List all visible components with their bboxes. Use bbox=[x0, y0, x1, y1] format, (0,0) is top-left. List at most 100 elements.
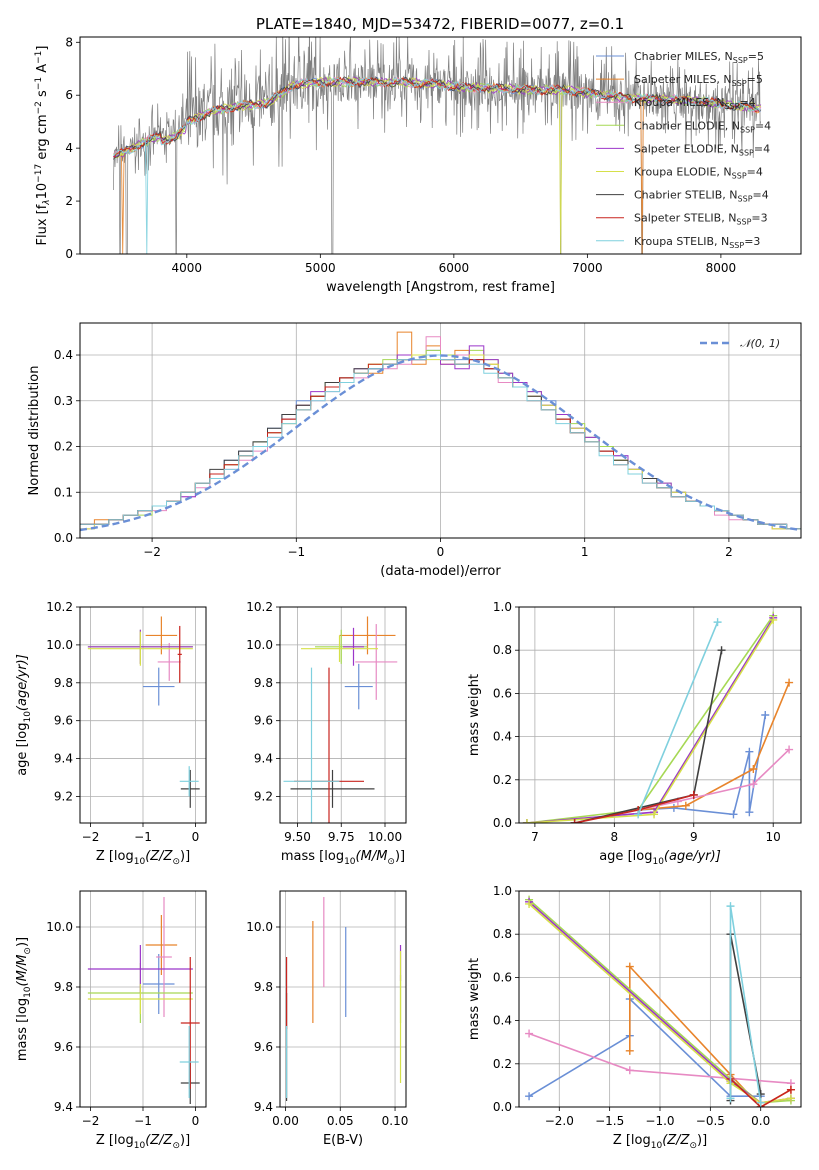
age-vs-mass-ytick-label: 9.8 bbox=[254, 676, 273, 690]
age-vs-Z-xtick-label: −1 bbox=[134, 830, 152, 844]
massweight-vs-age-line-8 bbox=[637, 621, 719, 815]
mass-vs-Z-frame bbox=[79, 890, 207, 1108]
mass-vs-Z-ytick-label: 9.4 bbox=[54, 1100, 73, 1114]
age-vs-mass-ytick-label: 9.2 bbox=[254, 789, 273, 803]
legend-entry-2: Kroupa MILES, NSSP=4 bbox=[634, 96, 756, 111]
mass-vs-Z-point-5 bbox=[87, 984, 193, 1014]
massweight-vs-Z-line-7 bbox=[729, 1078, 792, 1107]
massweight-vs-Z-marker-2 bbox=[525, 1029, 534, 1038]
massweight-vs-Z-plot-area bbox=[525, 895, 795, 1107]
residuals-legend: 𝒩(0, 1) bbox=[700, 337, 780, 350]
massweight-vs-Z-ytick-label: 0.6 bbox=[493, 970, 512, 984]
massweight-vs-age-xlabel: age [log10(age/yr)] bbox=[599, 849, 721, 867]
massweight-vs-Z-ytick-label: 0.0 bbox=[493, 1100, 512, 1114]
massweight-vs-age-marker-2 bbox=[749, 780, 758, 789]
massweight-vs-Z-line-0 bbox=[528, 997, 761, 1097]
residuals-xtick-label: 1 bbox=[581, 545, 589, 559]
residuals-xtick-label: 0 bbox=[437, 545, 445, 559]
spectrum-xtick-label: 5000 bbox=[305, 261, 336, 275]
massweight-vs-age-marker-0 bbox=[669, 803, 678, 812]
massweight-vs-Z-xtick-label: 0.0 bbox=[751, 1114, 770, 1128]
age-vs-Z-frame bbox=[79, 606, 207, 824]
massweight-vs-age-marker-8 bbox=[634, 810, 643, 819]
legend-entry-3: Chabrier ELODIE, NSSP=4 bbox=[634, 119, 771, 134]
massweight-vs-Z-xtick-label: −2.0 bbox=[545, 1114, 574, 1128]
massweight-vs-Z-xtick-label: −1.0 bbox=[645, 1114, 674, 1128]
spectrum-model-line-7 bbox=[113, 76, 762, 158]
massweight-vs-Z-ytick-label: 0.4 bbox=[493, 1014, 512, 1028]
massweight-vs-age-marker-1 bbox=[785, 678, 794, 687]
massweight-vs-Z-line-3 bbox=[528, 899, 791, 1104]
massweight-vs-Z-marker-0 bbox=[525, 1092, 534, 1101]
mass-vs-Z-point-2 bbox=[156, 897, 172, 1017]
age-vs-Z-point-6 bbox=[180, 769, 200, 808]
massweight-vs-age-line-3 bbox=[526, 615, 774, 823]
spectrum-plot-area bbox=[113, 37, 762, 254]
age-vs-Z-point-5 bbox=[87, 631, 193, 666]
residuals-ytick-label: 0.1 bbox=[54, 485, 73, 499]
massweight-vs-Z-xtick-label: −1.5 bbox=[595, 1114, 624, 1128]
age-vs-Z-plot-area bbox=[87, 616, 200, 808]
mass-vs-Z-point-8 bbox=[179, 1026, 199, 1098]
spectrum-xtick-label: 4000 bbox=[172, 261, 203, 275]
legend-entry-5: Kroupa ELODIE, NSSP=4 bbox=[634, 166, 763, 181]
massweight-vs-age-ytick-label: 0.2 bbox=[493, 773, 512, 787]
mass-vs-EBV-ytick-label: 10.0 bbox=[246, 920, 273, 934]
legend-entry-0: Chabrier MILES, NSSP=5 bbox=[634, 50, 764, 65]
massweight-vs-Z-xlabel: Z [log10(Z/Z⊙)] bbox=[613, 1133, 707, 1151]
age-vs-Z-ylabel: age [log10(age/yr)] bbox=[15, 654, 33, 776]
massweight-vs-Z-ytick-label: 0.8 bbox=[493, 927, 512, 941]
age-vs-Z-ytick-label: 9.8 bbox=[54, 676, 73, 690]
massweight-vs-Z-marker-2 bbox=[625, 1066, 634, 1075]
age-vs-mass-point-4 bbox=[343, 627, 364, 666]
massweight-vs-age-marker-0 bbox=[729, 810, 738, 819]
massweight-vs-age-xtick-label: 8 bbox=[611, 830, 619, 844]
massweight-vs-age-marker-0 bbox=[761, 711, 770, 719]
mass-vs-Z-xlabel: Z [log10(Z/Z⊙)] bbox=[96, 1133, 190, 1151]
age-vs-Z-xtick-label: −2 bbox=[82, 830, 100, 844]
age-vs-Z-point-1 bbox=[145, 616, 178, 655]
spectrum-xtick-label: 8000 bbox=[706, 261, 737, 275]
massweight-vs-age-panel: 7 8 9 10 0.0 0.2 0.4 0.6 0.8 1.0 age [log10(age/yr… bbox=[467, 600, 802, 867]
spectrum-ytick-label: 2 bbox=[65, 194, 73, 208]
massweight-vs-age-marker-0 bbox=[745, 808, 754, 817]
massweight-vs-Z-marker-1 bbox=[625, 962, 634, 971]
massweight-vs-age-marker-6 bbox=[717, 646, 726, 655]
massweight-vs-age-marker-5 bbox=[769, 615, 778, 624]
residuals-ytick-label: 0.4 bbox=[54, 348, 73, 362]
legend-entry-7: Salpeter STELIB, NSSP=3 bbox=[634, 212, 768, 227]
massweight-vs-age-marker-1 bbox=[681, 801, 690, 810]
age-vs-Z-xlabel: Z [log10(Z/Z⊙)] bbox=[96, 849, 190, 867]
age-vs-mass-ytick-label: 9.4 bbox=[254, 752, 273, 766]
age-vs-mass-xtick-label: 10.00 bbox=[368, 830, 402, 844]
spectrum-model-line-8 bbox=[113, 76, 762, 254]
residuals-panel: −2 −1 0 1 2 0.0 0.1 0.2 0.3 0.4 (data-model)/error… bbox=[27, 322, 802, 579]
age-vs-mass-point-1 bbox=[339, 616, 396, 655]
massweight-vs-age-line-0 bbox=[638, 714, 767, 816]
residuals-xtick-label: −1 bbox=[287, 545, 305, 559]
massweight-vs-age-marker-8 bbox=[713, 618, 722, 627]
mass-vs-EBV-ytick-label: 9.6 bbox=[254, 1040, 273, 1054]
massweight-vs-Z-marker-5 bbox=[786, 1094, 795, 1103]
massweight-vs-Z-ylabel: mass weight bbox=[467, 958, 482, 1040]
massweight-vs-Z-marker-8 bbox=[726, 1094, 735, 1103]
spectrum-ytick-label: 4 bbox=[65, 141, 73, 155]
massweight-vs-age-ytick-label: 0.8 bbox=[493, 643, 512, 657]
massweight-vs-age-ytick-label: 0.4 bbox=[493, 730, 512, 744]
massweight-vs-Z-frame bbox=[518, 890, 802, 1108]
massweight-vs-age-ylabel: mass weight bbox=[467, 674, 482, 756]
mass-vs-Z-xtick-label: −1 bbox=[134, 1114, 152, 1128]
normal-reference-curve bbox=[80, 354, 801, 532]
age-vs-mass-ytick-label: 10.2 bbox=[246, 600, 273, 614]
age-vs-Z-ytick-label: 9.6 bbox=[54, 714, 73, 728]
spectrum-panel: 4000 5000 6000 7000 8000 0 2 4 6 8 wavelength [Ang… bbox=[34, 35, 802, 295]
residual-hist-8 bbox=[80, 354, 801, 538]
figure-title: PLATE=1840, MJD=53472, FIBERID=0077, z=0… bbox=[256, 15, 624, 33]
mass-vs-EBV-xtick-label: 0.10 bbox=[382, 1114, 409, 1128]
mass-vs-Z-ytick-label: 9.6 bbox=[54, 1040, 73, 1054]
massweight-vs-age-marker-1 bbox=[749, 765, 758, 773]
residuals-xtick-label: −2 bbox=[143, 545, 161, 559]
residuals-ytick-label: 0.2 bbox=[54, 440, 73, 454]
residuals-xlabel: (data-model)/error bbox=[380, 564, 501, 579]
mass-vs-EBV-plot-area bbox=[285, 897, 402, 1101]
